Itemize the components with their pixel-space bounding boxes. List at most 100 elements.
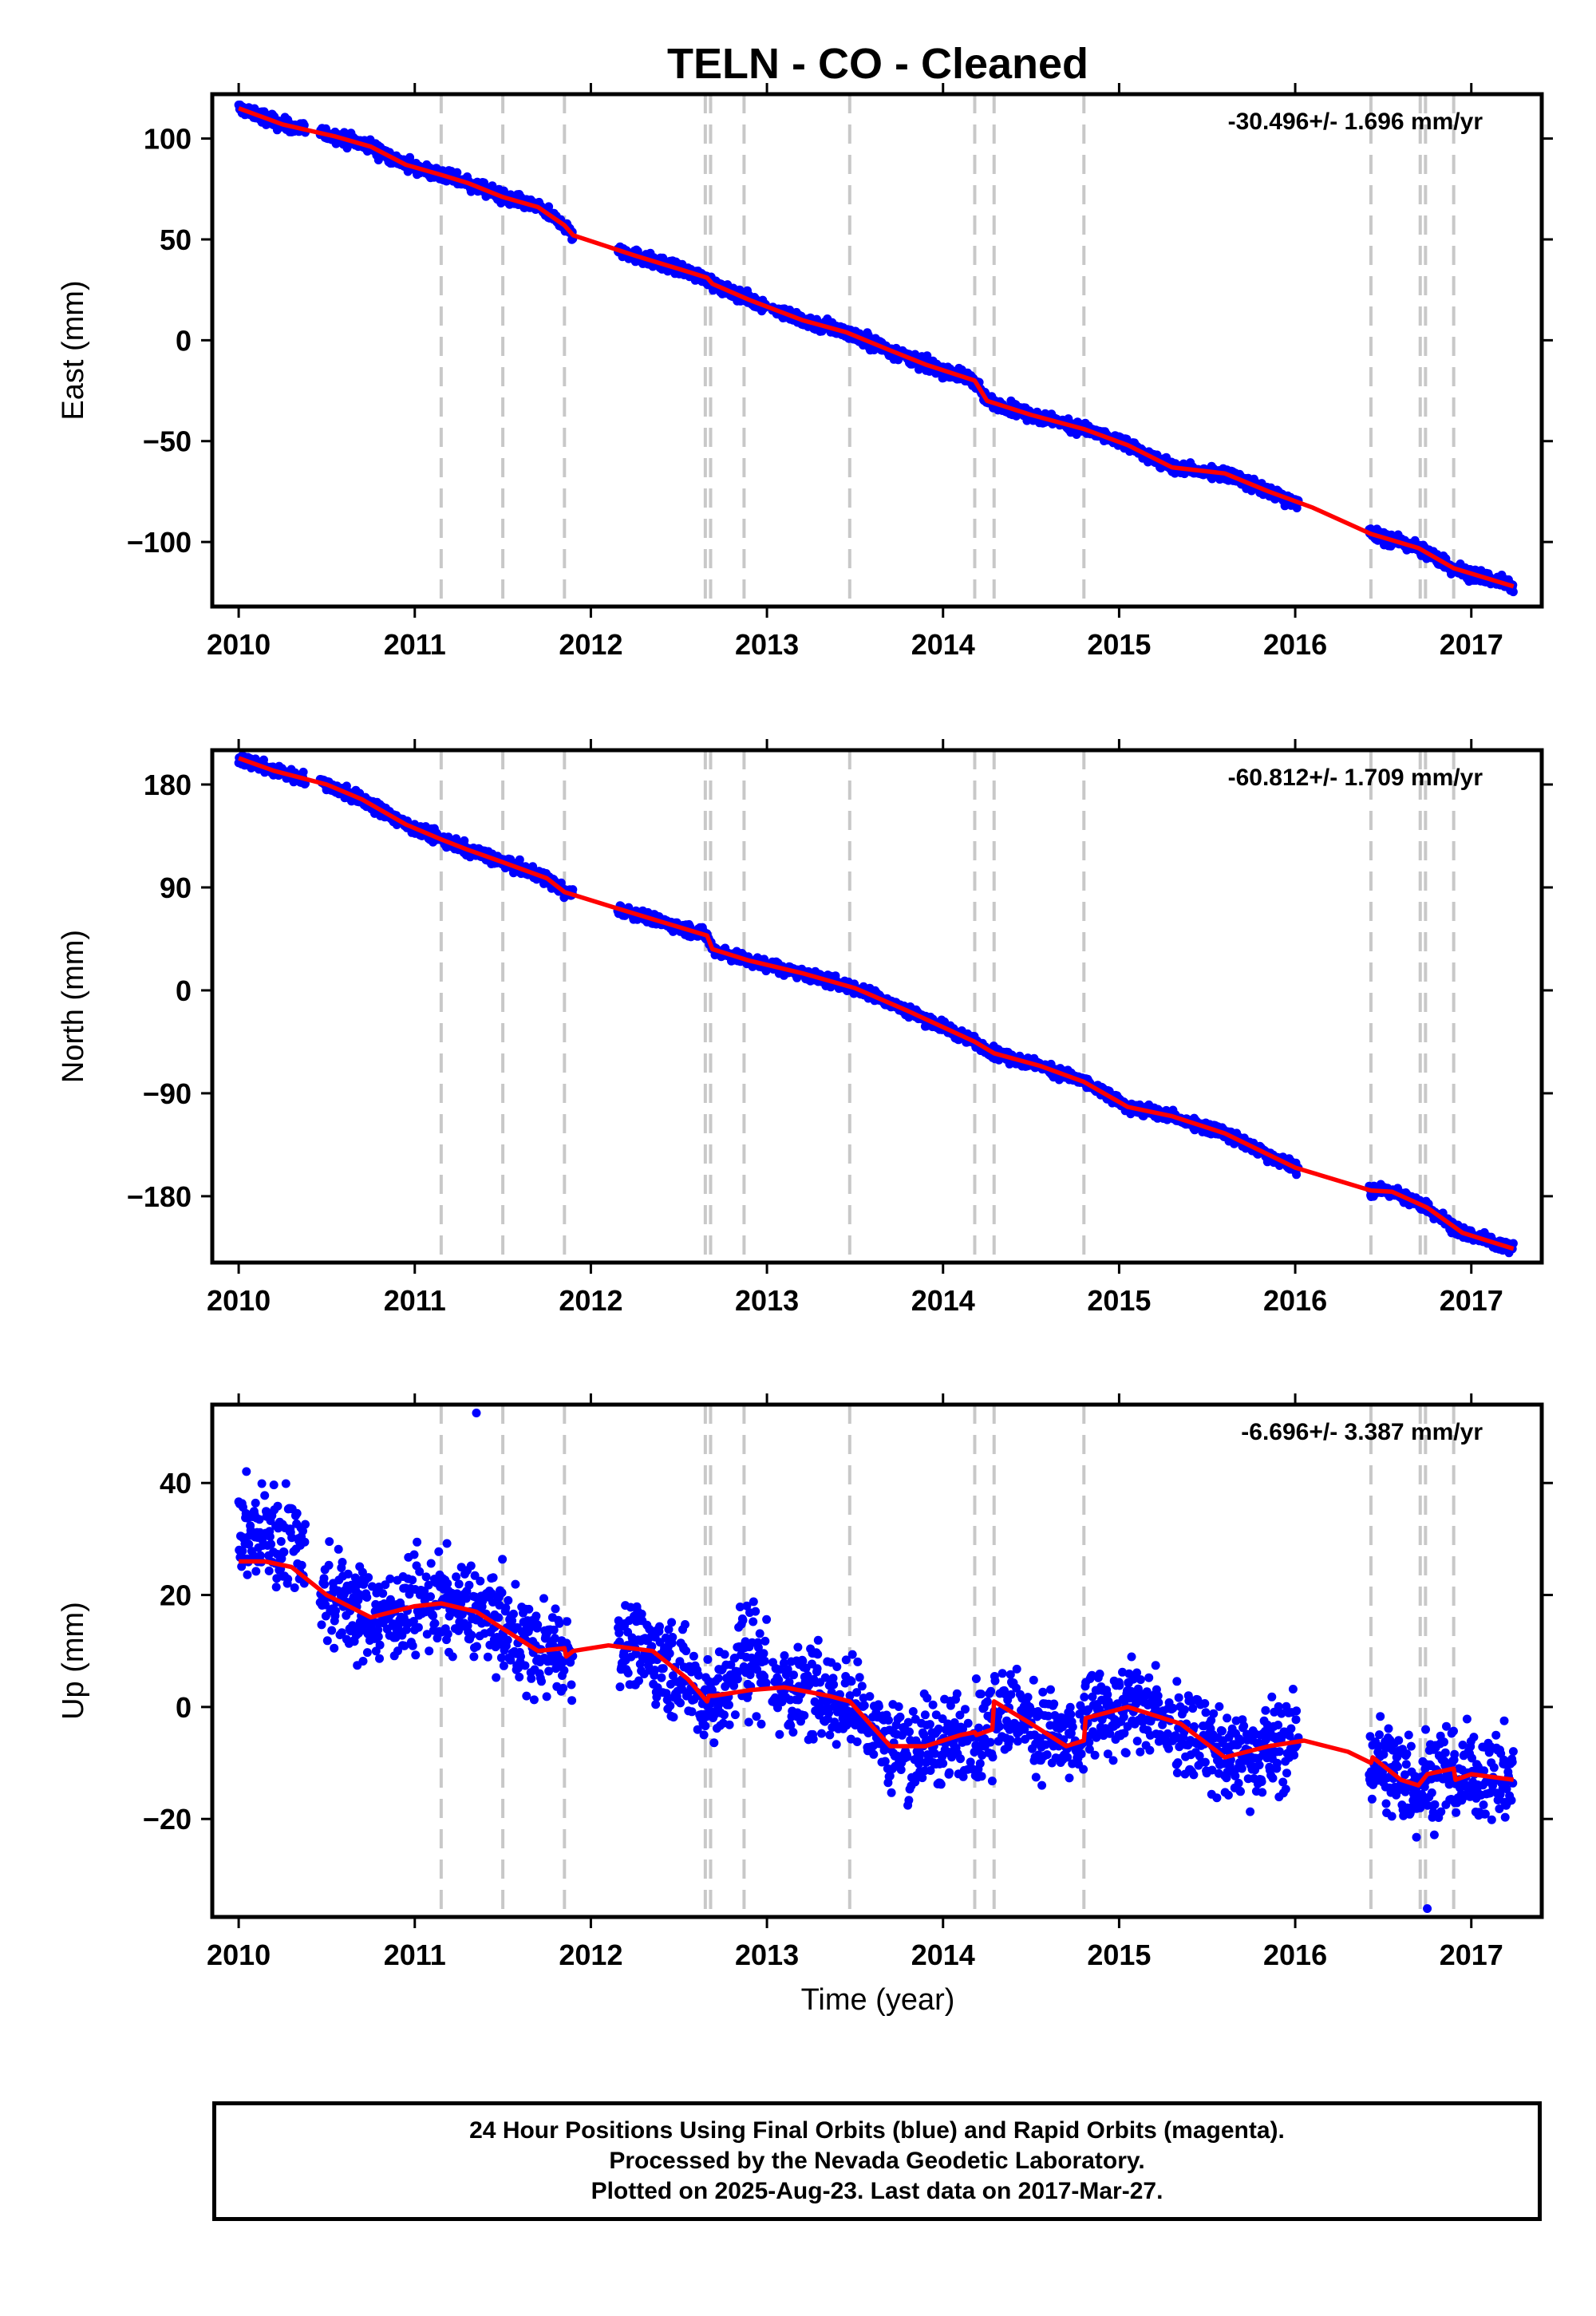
data-point	[515, 1672, 524, 1682]
data-point	[542, 1692, 551, 1701]
data-point	[300, 1537, 310, 1547]
x-tick-label: 2012	[559, 628, 622, 661]
data-point	[358, 1657, 368, 1666]
data-point	[411, 1650, 421, 1660]
y-tick-label: −100	[127, 526, 192, 559]
data-point	[325, 1537, 334, 1547]
y-tick-label: 50	[160, 223, 192, 256]
data-point	[297, 1560, 306, 1570]
data-point	[264, 1566, 274, 1575]
data-points	[234, 1409, 1518, 1913]
data-point	[290, 1583, 299, 1592]
data-point	[292, 1508, 302, 1518]
data-point	[283, 1575, 293, 1584]
data-point	[667, 1618, 677, 1627]
data-point	[243, 1570, 252, 1579]
data-point	[425, 1646, 434, 1656]
x-tick-label: 2015	[1087, 1284, 1151, 1317]
data-point	[373, 1632, 383, 1642]
data-point	[559, 1683, 568, 1693]
panel-east: 2010 2011 2012 2013 2014 2015 2016 2017100500−5…	[57, 83, 1553, 661]
rate-annotation: -60.812+/- 1.709 mm/yr	[1228, 765, 1483, 791]
data-point	[522, 1691, 531, 1701]
data-point	[375, 1640, 385, 1650]
data-point	[511, 1579, 520, 1589]
y-tick-label: 90	[160, 871, 192, 904]
data-point	[527, 1674, 536, 1683]
x-tick-label: 2016	[1263, 1284, 1327, 1317]
data-point	[281, 1479, 290, 1488]
data-point	[472, 1642, 481, 1651]
data-point	[555, 1618, 564, 1628]
x-tick-label: 2013	[735, 628, 799, 661]
y-tick-label: 0	[176, 324, 192, 357]
data-point	[430, 1618, 440, 1628]
data-point	[676, 1698, 685, 1708]
panel-up: 2010 2011 2012 2013 2014 2015 2016 201740200−20…	[57, 1393, 1553, 1971]
data-point	[408, 1641, 417, 1650]
x-tick-label: 2010	[207, 1284, 271, 1317]
data-point	[267, 1539, 276, 1549]
data-point	[539, 1594, 548, 1603]
y-tick-label: −180	[127, 1180, 192, 1213]
data-point	[269, 1480, 279, 1490]
data-point	[426, 1559, 436, 1568]
data-point	[681, 1620, 689, 1629]
data-point	[409, 1550, 419, 1559]
data-point	[378, 1589, 388, 1599]
data-point	[443, 1630, 452, 1638]
data-point	[251, 1498, 260, 1508]
data-point	[448, 1652, 457, 1662]
data-point	[668, 1633, 678, 1642]
data-point	[503, 1635, 512, 1645]
data-point	[524, 1604, 534, 1614]
data-point	[559, 1666, 569, 1675]
data-point	[327, 1626, 337, 1635]
data-point	[331, 1606, 340, 1615]
data-point	[689, 1651, 698, 1661]
data-point	[504, 1595, 513, 1605]
data-point	[498, 1555, 508, 1564]
y-tick-label: 180	[144, 769, 192, 801]
data-point	[666, 1701, 675, 1710]
data-point	[413, 1622, 423, 1632]
data-point	[334, 1544, 343, 1554]
data-point	[551, 1604, 560, 1614]
x-tick-label: 2014	[911, 628, 975, 661]
data-point	[533, 1620, 543, 1630]
x-tick-label: 2014	[911, 1284, 975, 1317]
data-point	[385, 1574, 395, 1583]
data-point	[413, 1537, 422, 1547]
data-point	[330, 1643, 339, 1653]
x-tick-label: 2016	[1263, 628, 1327, 661]
y-tick-label: −90	[143, 1077, 192, 1110]
data-point	[494, 1613, 504, 1622]
data-point	[669, 1713, 678, 1722]
x-tick-label: 2017	[1440, 1284, 1503, 1317]
data-point	[426, 1592, 435, 1602]
y-tick-label: 100	[144, 123, 192, 156]
data-point	[273, 1501, 282, 1511]
data-point	[537, 1677, 546, 1686]
data-point	[442, 1539, 452, 1548]
data-point	[324, 1560, 334, 1570]
data-point	[516, 1652, 525, 1662]
data-point	[1508, 587, 1518, 597]
data-point	[271, 1583, 281, 1592]
data-point	[298, 767, 308, 777]
data-point	[681, 1646, 691, 1656]
chart-title: TELN - CO - Cleaned	[667, 40, 1088, 88]
data-point	[657, 1673, 666, 1682]
data-point	[466, 1561, 476, 1571]
event-lines	[439, 1405, 1456, 1917]
data-point	[301, 1520, 310, 1529]
data-point	[520, 1661, 530, 1670]
data-point	[375, 1654, 384, 1663]
data-point	[497, 1588, 507, 1598]
x-tick-label: 2011	[384, 1284, 446, 1317]
data-point	[509, 1609, 518, 1618]
x-axis-ticks: 2010 2011 2012 2013 2014 2015 2016 2017	[207, 83, 1503, 661]
data-point	[529, 1695, 539, 1705]
